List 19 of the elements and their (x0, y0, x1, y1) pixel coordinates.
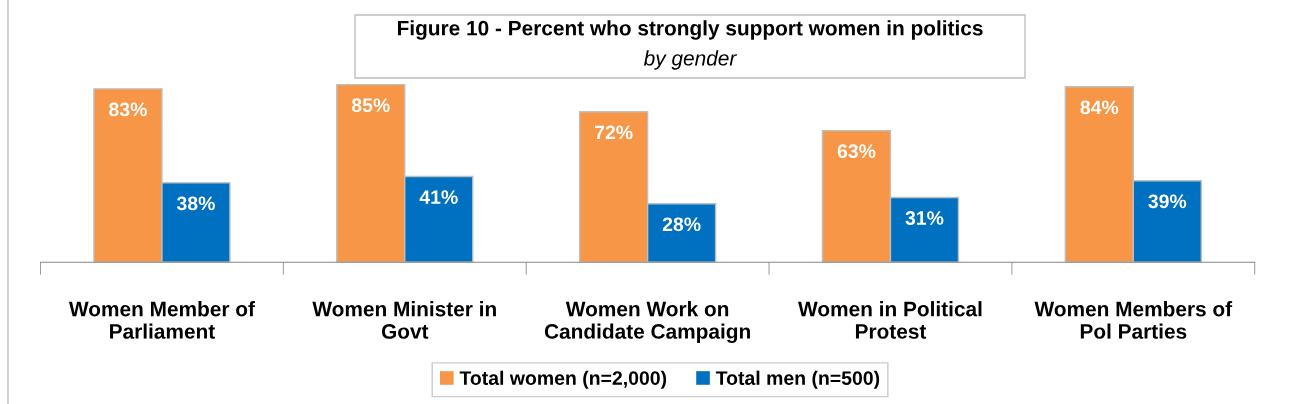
legend-label: Total women (n=2,000) (459, 370, 667, 389)
data-label: 38% (176, 196, 215, 211)
data-label: 28% (662, 217, 701, 232)
x-tick-label: Women Member of Parliament (68, 301, 255, 339)
x-tick-label: Women Members of Pol Parties (1034, 301, 1233, 339)
data-label: 41% (419, 190, 458, 204)
data-label: 31% (905, 211, 944, 225)
data-label: 83% (109, 102, 147, 117)
data-label: 72% (595, 125, 633, 140)
legend-label: Total men (n=500) (715, 370, 880, 389)
chart-title: Figure 10 - Percent who strongly support women in politics (397, 20, 983, 40)
data-label: 63% (837, 144, 876, 159)
x-tick-label: Women in Political Protest (798, 301, 982, 339)
data-label: 84% (1080, 100, 1119, 115)
x-tick-label: Women Minister in Govt (312, 301, 496, 339)
data-label: 39% (1148, 194, 1187, 209)
chart-subtitle: by gender (643, 50, 738, 70)
x-tick-label: Women Work on Candidate Campaign (544, 301, 750, 344)
data-label: 85% (351, 98, 390, 113)
